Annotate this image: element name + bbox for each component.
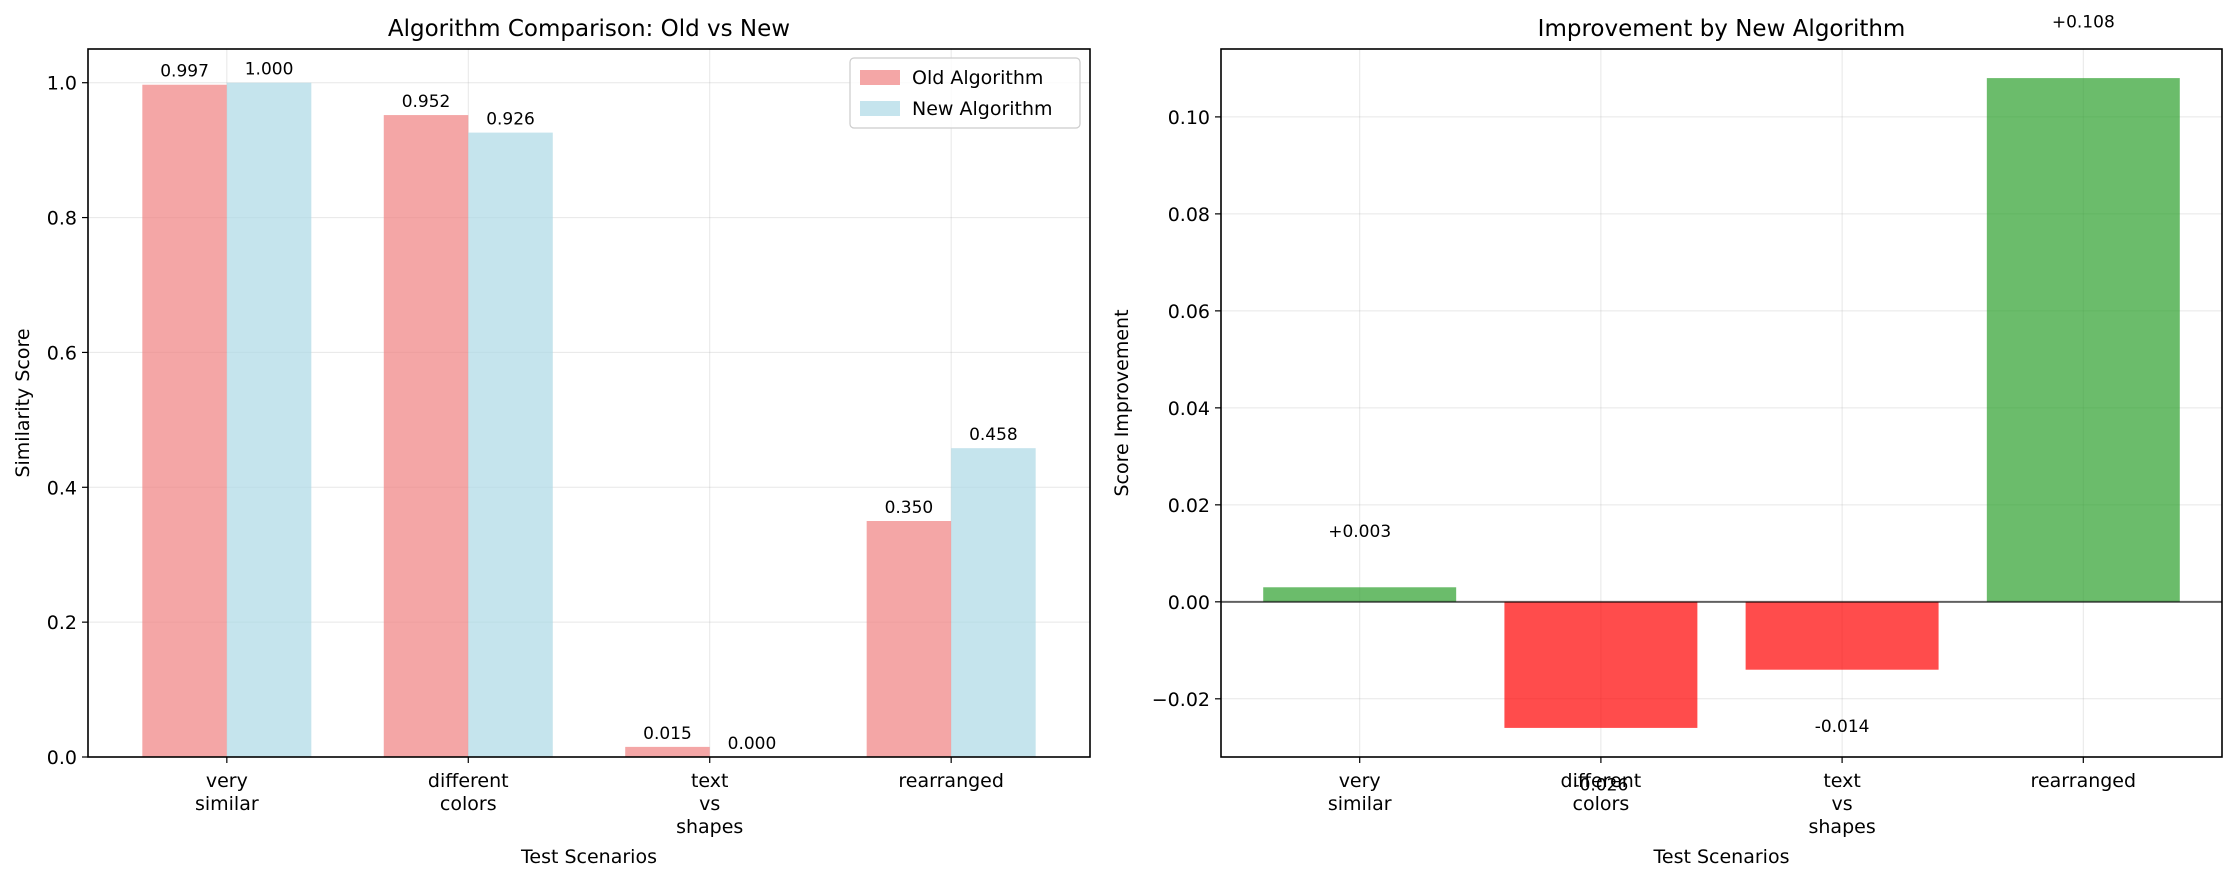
data-label: 0.952 xyxy=(402,92,451,112)
x-axis-label: Test Scenarios xyxy=(1653,846,1790,868)
x-tick-label: different xyxy=(428,770,509,792)
legend: Old Algorithm New Algorithm xyxy=(849,57,1081,129)
x-tick-label: text xyxy=(1823,770,1861,792)
axes-frame xyxy=(87,48,1091,758)
y-tick-label: 0.08 xyxy=(1168,204,1210,226)
data-label: 0.997 xyxy=(160,62,209,82)
data-label: -0.026 xyxy=(1573,775,1628,795)
bar-new-3 xyxy=(951,448,1036,757)
x-tick-label: very xyxy=(206,770,248,792)
y-tick-label: 0.8 xyxy=(47,208,77,230)
y-tick-label: 0.2 xyxy=(47,612,77,634)
x-tick-label: rearranged xyxy=(898,770,1004,792)
x-tick-label: colors xyxy=(1573,793,1630,815)
data-label: 0.000 xyxy=(728,734,777,754)
data-label: 0.926 xyxy=(486,110,535,130)
bar-new-0 xyxy=(226,82,312,757)
y-tick-label: −0.02 xyxy=(1152,689,1210,711)
x-tick-label: similar xyxy=(1328,793,1392,815)
legend-label: New Algorithm xyxy=(912,98,1053,120)
y-tick-label: 0.04 xyxy=(1168,398,1210,420)
bar-improvement-1 xyxy=(1504,601,1698,728)
x-tick-label: different xyxy=(1561,770,1642,792)
y-tick-label: 0.10 xyxy=(1168,107,1210,129)
y-tick-label: 0.4 xyxy=(47,477,77,499)
data-label: +0.003 xyxy=(1328,522,1391,542)
data-label: 0.015 xyxy=(643,724,692,744)
legend-swatch xyxy=(860,101,900,116)
x-axis-label: Test Scenarios xyxy=(520,846,657,868)
x-tick-label: text xyxy=(691,770,729,792)
bar-improvement-2 xyxy=(1745,601,1939,670)
legend-swatch xyxy=(860,70,900,85)
bar-improvement-3 xyxy=(1986,78,2180,602)
data-label: 0.350 xyxy=(885,498,934,518)
data-label: 1.000 xyxy=(245,60,294,80)
bar-old-0 xyxy=(142,84,227,758)
y-tick-label: 1.0 xyxy=(47,73,77,95)
bar-new-1 xyxy=(468,132,553,757)
bar-old-1 xyxy=(383,115,469,757)
y-tick-label: 0.02 xyxy=(1168,495,1210,517)
y-tick-label: 0.00 xyxy=(1168,592,1210,614)
x-tick-label: vs xyxy=(1832,793,1853,815)
axes-frame xyxy=(1220,48,2223,758)
x-tick-label: shapes xyxy=(676,816,743,838)
bar-improvement-0 xyxy=(1263,587,1457,602)
x-tick-label: vs xyxy=(699,793,720,815)
legend-box xyxy=(849,57,1081,129)
y-tick-label: 0.6 xyxy=(47,342,77,364)
chart-title: Algorithm Comparison: Old vs New xyxy=(388,16,790,42)
y-tick-label: 0.06 xyxy=(1168,301,1210,323)
legend-label: Old Algorithm xyxy=(912,67,1043,89)
x-tick-label: rearranged xyxy=(2031,770,2137,792)
x-tick-label: colors xyxy=(440,793,497,815)
y-tick-label: 0.0 xyxy=(47,747,77,769)
x-tick-label: very xyxy=(1339,770,1381,792)
x-tick-label: similar xyxy=(195,793,259,815)
y-axis-label: Score Improvement xyxy=(1111,309,1133,496)
y-axis-label: Similarity Score xyxy=(12,328,34,477)
data-label: -0.014 xyxy=(1815,717,1870,737)
chart-panel-2: +0.003 -0.026 -0.014 +0.108 −0.02 0.00 0.02 0.0… xyxy=(1111,13,2223,868)
bar-old-2 xyxy=(625,746,710,757)
bar-old-3 xyxy=(866,521,952,757)
data-label: 0.458 xyxy=(969,425,1018,445)
data-label: +0.108 xyxy=(2052,13,2115,33)
x-tick-label: shapes xyxy=(1808,816,1875,838)
chart-title: Improvement by New Algorithm xyxy=(1538,16,1906,42)
chart-panel-1: 0.997 0.952 0.015 0.350 1.000 0.926 0.000 0.458… xyxy=(12,16,1091,868)
